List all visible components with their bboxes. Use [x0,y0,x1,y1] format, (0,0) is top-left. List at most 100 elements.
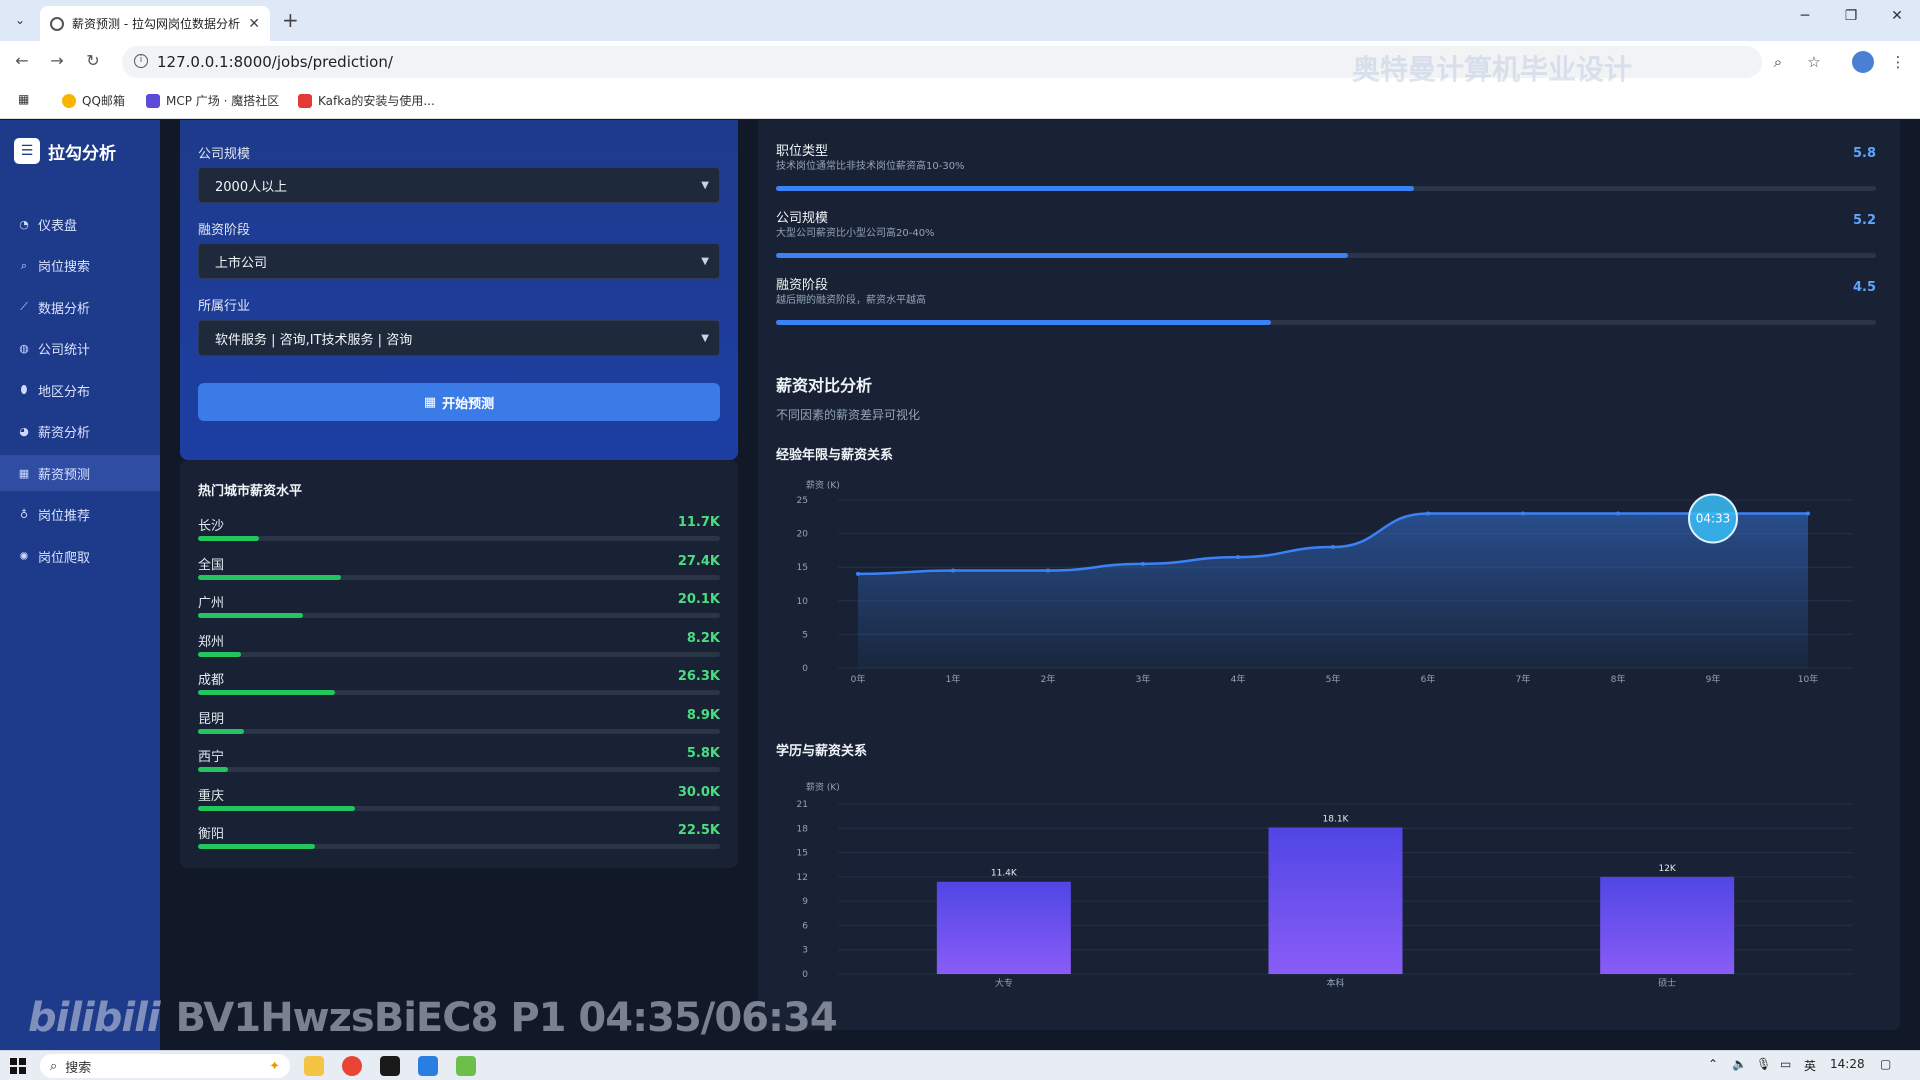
y-tick-label: 18 [797,824,809,834]
mic-icon[interactable]: 🎙 [1756,1057,1772,1071]
industry-select[interactable]: 软件服务 | 咨询,IT技术服务 | 咨询 ▼ [198,320,720,356]
data-point [1616,511,1620,516]
clock[interactable]: 14:28 [1830,1057,1865,1071]
playback-tooltip-label: 04:33 [1696,511,1731,525]
sidebar-item[interactable]: ◔ 仪表盘 [0,206,160,242]
app-icon[interactable] [456,1056,476,1076]
minimize-icon[interactable]: ─ [1800,8,1810,24]
city-salary-row: 西宁 5.8K [198,746,720,776]
new-tab-icon[interactable]: + [282,8,299,32]
window-close-icon[interactable]: ✕ [1891,8,1903,24]
brand[interactable]: ☰ 拉勾分析 [14,138,116,164]
y-tick-label: 15 [797,849,808,859]
series-area [858,513,1808,668]
chevron-down-icon: ▼ [701,255,709,267]
x-tick-label: 7年 [1516,673,1531,685]
sidebar-item[interactable]: ✺ 岗位爬取 [0,538,160,574]
pycharm-icon[interactable] [380,1056,400,1076]
sidebar-item-label: 岗位推荐 [38,509,91,524]
sidebar-item-label: 岗位爬取 [38,550,91,566]
city-salary-row: 衡阳 22.5K [198,823,720,853]
x-tick-label: 5年 [1326,673,1341,685]
city-salary-value: 20.1K [677,592,720,607]
apps-grid-icon[interactable]: ▦ [18,92,30,106]
tab-close-icon[interactable]: ✕ [248,15,260,32]
hot-city-salary-card: 热门城市薪资水平 长沙 11.7K 全国 27.4K 广州 20.1K 郑州 8.2K 成都 26… [180,460,738,868]
chevron-down-icon: ▼ [701,332,709,344]
sidebar-item-label: 仪表盘 [38,218,78,234]
sidebar-item[interactable]: ⟋ 数据分析 [0,289,160,325]
funding-stage-select[interactable]: 上市公司 ▼ [198,243,720,279]
file-explorer-icon[interactable] [304,1056,324,1076]
city-salary-track [198,613,720,618]
back-icon[interactable]: ← [15,51,29,70]
dashboard-icon: ◔ [19,217,29,231]
brand-name: 拉勾分析 [48,143,116,164]
sidebar-item-label: 薪资预测 [38,467,91,483]
forward-icon[interactable]: → [50,51,64,70]
notification-icon[interactable]: ▢ [1880,1057,1892,1071]
compare-subtitle: 不同因素的薪资差异可视化 [776,408,921,422]
y-tick-label: 0 [802,664,808,674]
bookmark-item[interactable]: Kafka的安装与使用... [298,92,435,109]
bar [1268,827,1403,974]
bookmark-item[interactable]: MCP 广场 · 魔搭社区 [146,92,279,109]
hot-city-title: 热门城市薪资水平 [198,484,303,499]
factor-name: 融资阶段 [776,278,829,293]
city-name: 昆明 [198,711,225,727]
bilibili-logo: bilibili [28,995,161,1041]
network-icon[interactable]: ▭ [1780,1057,1792,1071]
start-prediction-button[interactable]: ▦ 开始预测 [198,383,720,421]
browser-tab[interactable]: 薪资预测 - 拉勾网岗位数据分析 ✕ [40,6,270,41]
site-info-icon[interactable]: i [134,54,148,68]
city-name: 重庆 [198,788,225,804]
restore-icon[interactable]: ❐ [1844,8,1858,24]
address-url[interactable]: 127.0.0.1:8000/jobs/prediction/ [157,53,393,71]
city-name: 郑州 [198,634,225,650]
company-size-select[interactable]: 2000人以上 ▼ [198,167,720,203]
city-salary-row: 重庆 30.0K [198,785,720,815]
salary-factor-card: 职位类型 技术岗位通常比非技术岗位薪资高10-30% 5.8 公司规模 大型公司薪资比小… [758,120,1900,368]
funding-stage-value: 上市公司 [215,255,268,271]
factor-value: 5.2 [1852,213,1876,228]
taskbar-search[interactable]: ⌕ 搜索 ✦ [40,1054,290,1078]
extension-icon[interactable] [1852,51,1874,73]
city-salary-value: 8.2K [686,630,720,646]
city-salary-row: 成都 26.3K [198,669,720,699]
tab-search-dropdown-icon[interactable]: ⌄ [14,13,26,27]
menu-icon[interactable]: ⋮ [1890,53,1906,71]
zoom-icon[interactable]: ⌕ [1773,53,1783,71]
y-tick-label: 20 [797,530,809,540]
sidebar-item[interactable]: ⌕ 岗位搜索 [0,248,160,284]
factor-track [776,253,1876,258]
bar-value-label: 12K [1658,864,1676,874]
experience-salary-chart: 0 5 10 15 20 25 薪资 (K) 0年 1年 2年 3年 4年 5年 6年 7年 8年 9年 10年 0… [797,479,1853,685]
city-name: 广州 [198,596,225,611]
sidebar-item[interactable]: ⬮ 地区分布 [0,372,160,408]
sidebar-item[interactable]: ◕ 薪资分析 [0,414,160,450]
chrome-icon[interactable] [342,1056,362,1076]
ime-indicator[interactable]: 英 [1804,1059,1817,1073]
city-salary-row: 长沙 11.7K [198,515,720,545]
vscode-icon[interactable] [418,1056,438,1076]
y-tick-label: 21 [797,800,808,810]
sidebar-item[interactable]: ▦ 薪资预测 [0,455,160,491]
bookmark-star-icon[interactable]: ☆ [1807,53,1821,71]
tray-chevron-icon[interactable]: ⌃ [1708,1057,1719,1071]
volume-icon[interactable]: 🔈 [1732,1057,1747,1071]
reload-icon[interactable]: ↻ [86,51,100,70]
windows-start-icon[interactable] [10,1058,26,1074]
chevron-down-icon: ▼ [701,179,709,191]
bookmark-favicon-icon [298,93,312,108]
city-name: 成都 [198,673,225,688]
address-bar[interactable]: i 127.0.0.1:8000/jobs/prediction/ 奥特曼计算机… [122,46,1762,86]
sidebar-item[interactable]: ♁ 岗位推荐 [0,497,160,533]
data-point [1426,511,1430,516]
sidebar-item[interactable]: ◍ 公司统计 [0,331,160,367]
city-salary-value: 5.8K [686,746,720,761]
city-salary-bar [198,728,245,734]
sidebar-item-label: 公司统计 [38,343,91,358]
y-tick-label: 5 [802,630,808,640]
bookmark-item[interactable]: QQ邮箱 [62,92,125,109]
data-point [1521,511,1525,516]
